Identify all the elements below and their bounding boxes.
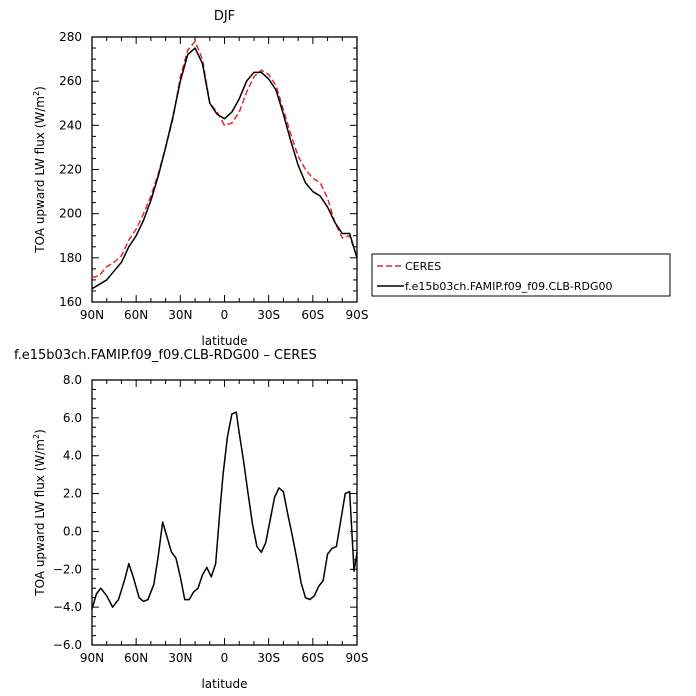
y-axis-label: TOA upward LW flux (W/m2)	[32, 86, 47, 254]
x-tick-label: 60S	[301, 651, 324, 665]
x-tick-label: 30S	[257, 651, 280, 665]
x-axis-label: latitude	[201, 334, 247, 348]
x-tick-label: 30S	[257, 308, 280, 322]
y-tick-label: 200	[59, 207, 82, 221]
y-tick-label: 280	[59, 30, 82, 44]
y-tick-label: 6.0	[63, 411, 82, 425]
y-tick-label: 220	[59, 163, 82, 177]
legend: CERES f.e15b03ch.FAMIP.f09_f09.CLB-RDG00	[371, 253, 671, 297]
top-chart: 90N 60N 30N 0 30S 60S 90S 160 180 200 220 240 260 280…	[32, 9, 368, 348]
legend-entry: CERES	[405, 260, 441, 273]
plot-frame	[91, 379, 358, 646]
x-tick-label: 60N	[124, 308, 148, 322]
y-tick-label: −2.0	[53, 562, 82, 576]
y-tick-label: 260	[59, 74, 82, 88]
legend-box	[371, 253, 671, 297]
series-line-ceres	[91, 40, 358, 279]
x-axis-label: latitude	[201, 677, 247, 691]
legend-entry: f.e15b03ch.FAMIP.f09_f09.CLB-RDG00	[405, 280, 613, 293]
y-tick-label: 4.0	[63, 449, 82, 463]
x-tick-label: 0	[221, 651, 229, 665]
x-tick-label: 30N	[168, 308, 192, 322]
y-axis-label: TOA upward LW flux (W/m2)	[32, 429, 47, 597]
x-tick-label: 90N	[80, 651, 104, 665]
series-line-f-e15b03ch-famip-f09-f09-clb-rdg00	[91, 47, 358, 290]
y-tick-label: 160	[59, 295, 82, 309]
x-tick-label: 30N	[168, 651, 192, 665]
x-tick-label: 90S	[346, 308, 369, 322]
bottom-chart: 90N 60N 30N 0 30S 60S 90S −6.0 −4.0 −2.0 0.0 2.0 4.0…	[14, 348, 368, 691]
y-tick-label: −4.0	[53, 600, 82, 614]
y-tick-label: 0.0	[63, 524, 82, 538]
x-tick-label: 90N	[80, 308, 104, 322]
x-tick-label: 0	[221, 308, 229, 322]
y-tick-label: 180	[59, 251, 82, 265]
series-line-0	[91, 411, 358, 610]
y-tick-label: 240	[59, 118, 82, 132]
y-tick-label: 2.0	[63, 487, 82, 501]
x-tick-label: 60N	[124, 651, 148, 665]
plot-frame	[91, 36, 358, 303]
chart-title: f.e15b03ch.FAMIP.f09_f09.CLB-RDG00 – CER…	[14, 348, 317, 363]
x-tick-label: 90S	[346, 651, 369, 665]
x-tick-label: 60S	[301, 308, 324, 322]
y-tick-label: −6.0	[53, 638, 82, 652]
y-tick-label: 8.0	[63, 373, 82, 387]
chart-title: DJF	[214, 9, 235, 24]
